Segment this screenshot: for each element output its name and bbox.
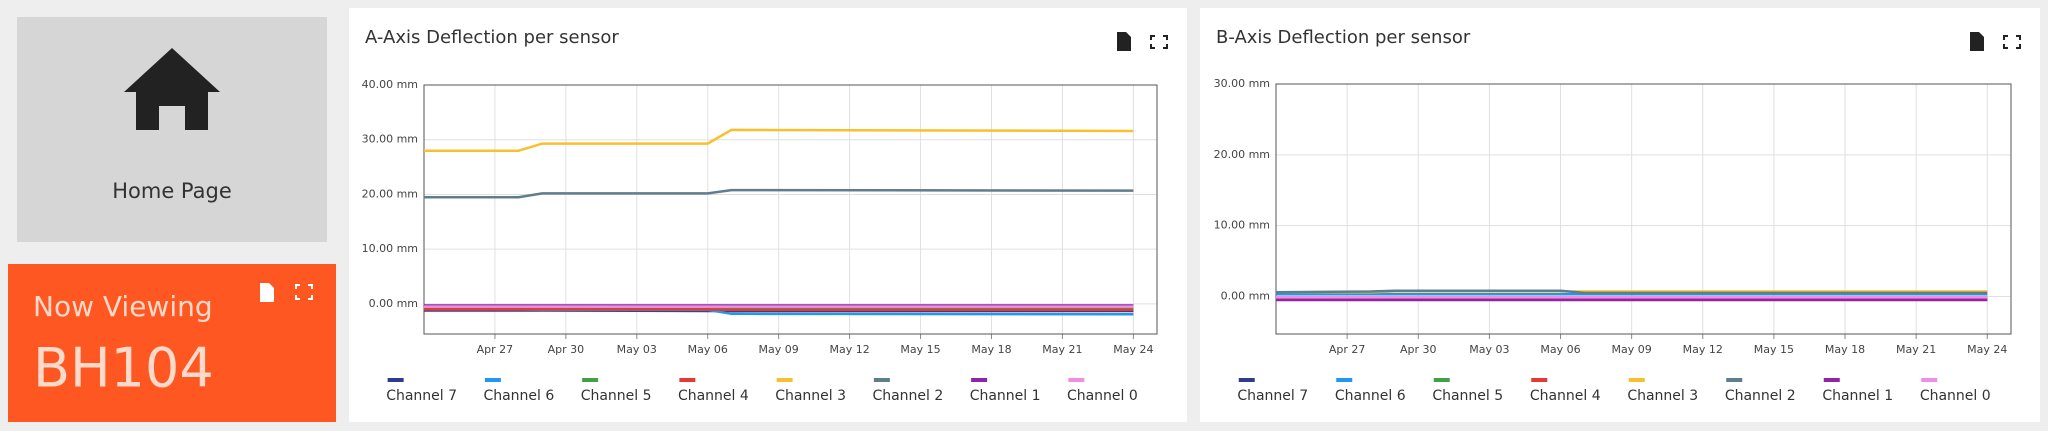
now-viewing-bg [8,264,336,422]
home-label[interactable]: Home Page [112,179,232,203]
legend-label: Channel 2 [872,388,943,404]
now-viewing-label: Now Viewing [33,290,213,323]
x-tick-label: Apr 27 [1329,343,1366,356]
y-tick-label: 20.00 mm [1214,148,1270,161]
y-tick-label: 0.00 mm [369,297,418,310]
y-tick-label: 10.00 mm [1214,219,1270,232]
chart-card [349,8,1187,422]
legend-label: Channel 0 [1067,388,1138,404]
y-tick-label: 10.00 mm [362,242,418,255]
legend-label: Channel 3 [775,388,846,404]
chart-title: B-Axis Deflection per sensor [1216,27,1471,48]
x-tick-label: May 24 [1967,343,2007,356]
x-tick-label: Apr 27 [477,343,514,356]
legend-label: Channel 4 [1530,388,1601,404]
series-line [424,308,1134,312]
legend-label: Channel 5 [581,388,652,404]
export-icon[interactable] [260,283,274,302]
legend-label: Channel 4 [678,388,749,404]
x-tick-label: May 09 [759,343,799,356]
x-tick-label: May 24 [1113,343,1153,356]
legend-label: Channel 1 [970,388,1041,404]
x-tick-label: May 09 [1612,343,1652,356]
legend-label: Channel 7 [386,388,457,404]
legend-label: Channel 1 [1822,388,1893,404]
home-icon[interactable] [124,48,220,130]
x-tick-label: Apr 30 [548,343,585,356]
legend-label: Channel 3 [1627,388,1698,404]
legend-label: Channel 6 [483,388,554,404]
x-tick-label: May 15 [900,343,940,356]
x-tick-label: May 12 [1683,343,1723,356]
series-line [424,188,1134,199]
x-tick-label: May 21 [1896,343,1936,356]
legend-label: Channel 5 [1432,388,1503,404]
x-tick-label: May 15 [1754,343,1794,356]
y-tick-label: 20.00 mm [362,187,418,200]
series-line [424,128,1134,152]
x-tick-label: May 03 [1469,343,1509,356]
fullscreen-icon[interactable] [2003,35,2021,49]
legend-label: Channel 2 [1725,388,1796,404]
charts: A-Axis Deflection per sensor 0.00 mm 10.00… [349,8,2040,422]
plot-frame [423,84,1158,335]
chart-card [1200,8,2040,422]
legend-label: Channel 6 [1335,388,1406,404]
x-tick-label: May 06 [688,343,728,356]
chart-title: A-Axis Deflection per sensor [365,27,619,48]
fullscreen-icon[interactable] [1150,35,1168,49]
now-viewing-value: BH104 [33,337,214,400]
x-tick-label: May 03 [617,343,657,356]
plot-frame [1275,83,2012,335]
x-tick-label: Apr 30 [1400,343,1437,356]
export-icon[interactable] [1117,32,1131,51]
y-tick-label: 30.00 mm [1214,77,1270,90]
x-tick-label: May 12 [829,343,869,356]
y-tick-label: 0.00 mm [1221,289,1270,302]
x-tick-label: May 06 [1540,343,1580,356]
series-line [1275,289,1988,295]
now-viewing-tile: Now Viewing BH104 [8,264,336,422]
x-tick-label: May 21 [1042,343,1082,356]
x-tick-label: May 18 [971,343,1011,356]
home-tile[interactable]: Home Page [17,17,327,242]
y-tick-label: 40.00 mm [362,78,418,91]
legend-label: Channel 7 [1237,388,1308,404]
y-tick-label: 30.00 mm [362,133,418,146]
fullscreen-icon[interactable] [295,284,313,300]
x-tick-label: May 18 [1825,343,1865,356]
export-icon[interactable] [1970,32,1984,51]
legend-label: Channel 0 [1920,388,1991,404]
